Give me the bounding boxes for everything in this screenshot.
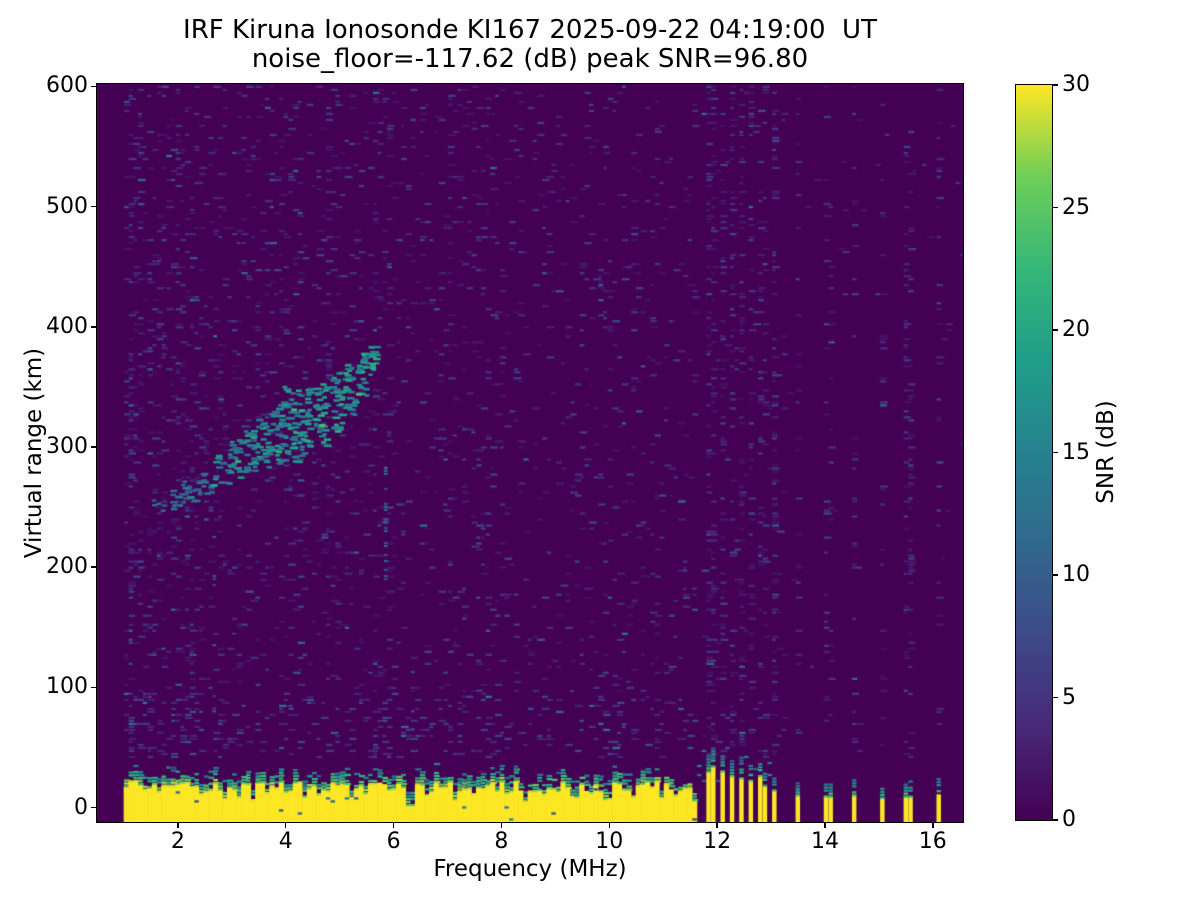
x-tick	[284, 823, 287, 828]
y-tick	[91, 806, 96, 809]
x-tick-label: 10	[595, 829, 624, 854]
colorbar-tick	[1053, 574, 1058, 576]
colorbar-tick	[1053, 451, 1058, 454]
colorbar-tick-label: 15	[1062, 439, 1090, 465]
y-tick-label: 600	[46, 73, 88, 99]
colorbar-tick-label: 10	[1062, 562, 1090, 587]
colorbar-label: SNR (dB)	[1093, 400, 1119, 504]
y-tick	[91, 85, 96, 88]
y-tick	[91, 205, 96, 208]
x-tick	[500, 823, 503, 828]
x-tick	[824, 823, 826, 828]
colorbar-tick-label: 5	[1062, 684, 1076, 710]
x-tick	[716, 823, 718, 828]
y-tick-label: 100	[46, 674, 88, 700]
colorbar-tick-label: 0	[1062, 807, 1076, 832]
y-tick	[91, 566, 96, 568]
colorbar-tick	[1053, 819, 1058, 821]
y-tick	[91, 686, 96, 689]
ionogram-heatmap	[97, 84, 963, 822]
colorbar-tick-label: 25	[1062, 194, 1090, 220]
y-tick-label: 500	[46, 193, 88, 219]
colorbar-gradient	[1014, 83, 1053, 821]
y-tick	[91, 326, 96, 328]
x-tick-label: 8	[494, 829, 509, 854]
x-tick-label: 16	[918, 829, 947, 854]
colorbar-tick-label: 20	[1062, 317, 1090, 342]
x-tick-label: 6	[386, 829, 401, 854]
x-tick-label: 4	[278, 829, 293, 854]
x-tick	[932, 823, 934, 828]
axes-frame	[96, 83, 964, 823]
x-tick-label: 2	[170, 829, 185, 854]
y-tick	[91, 446, 96, 448]
y-tick-label: 300	[46, 433, 88, 459]
x-tick	[392, 823, 395, 828]
colorbar-tick	[1053, 696, 1058, 699]
colorbar-tick-label: 30	[1062, 72, 1090, 97]
x-tick	[608, 823, 611, 828]
y-axis-label: Virtual range (km)	[21, 347, 47, 559]
x-tick-label: 12	[703, 829, 732, 854]
colorbar-tick	[1053, 329, 1058, 331]
x-tick	[177, 823, 179, 828]
plot-title: IRF Kiruna Ionosonde KI167 2025-09-22 04…	[183, 15, 877, 45]
colorbar-tick	[1053, 206, 1058, 209]
colorbar-tick	[1053, 84, 1058, 86]
y-tick-label: 0	[74, 794, 88, 820]
plot-subtitle: noise_floor=-117.62 (dB) peak SNR=96.80	[251, 44, 809, 74]
x-tick-label: 14	[810, 829, 839, 854]
x-axis-label: Frequency (MHz)	[433, 856, 627, 882]
y-tick-label: 200	[46, 554, 88, 580]
y-tick-label: 400	[46, 313, 88, 339]
